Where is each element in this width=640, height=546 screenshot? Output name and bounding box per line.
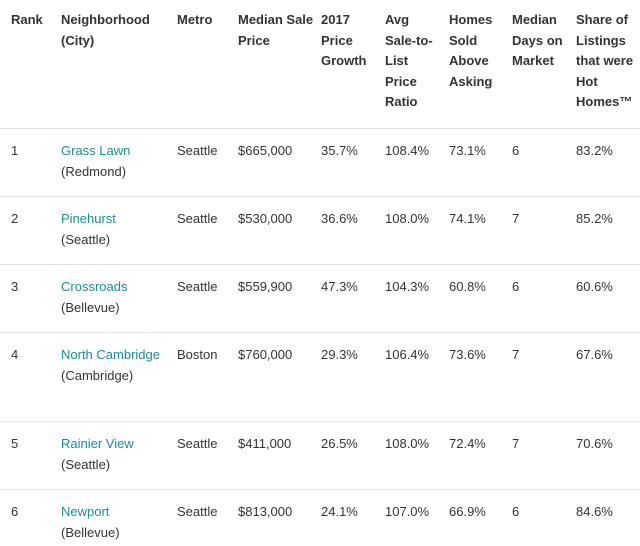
neighborhood-link[interactable]: Newport xyxy=(61,504,110,519)
header-median-days-on-market: Median Days on Market xyxy=(512,12,563,68)
table-row: 4 North Cambridge (Cambridge) Boston $76… xyxy=(0,333,640,422)
table-row: 5 Rainier View (Seattle) Seattle $411,00… xyxy=(0,422,640,490)
hot-homes-share-cell: 84.6% xyxy=(576,504,613,519)
median-price-cell: $665,000 xyxy=(238,143,293,158)
city-label: (Bellevue) xyxy=(61,524,120,540)
sale-to-list-cell: 107.0% xyxy=(385,504,430,519)
city-label: (Redmond) xyxy=(61,163,127,179)
median-price-cell: $760,000 xyxy=(238,347,293,362)
metro-cell: Seattle xyxy=(177,504,218,519)
rank-cell: 6 xyxy=(11,504,19,519)
sale-to-list-cell: 108.0% xyxy=(385,436,430,451)
neighborhood-cell: Rainier View (Seattle) xyxy=(61,434,171,475)
rank-cell: 2 xyxy=(11,211,19,226)
neighborhood-link[interactable]: Pinehurst xyxy=(61,211,116,226)
days-on-market-cell: 6 xyxy=(512,279,520,294)
table-header-row: Rank Neighborhood (City) Metro Median Sa… xyxy=(0,0,640,129)
price-growth-cell: 24.1% xyxy=(321,504,358,519)
sale-to-list-cell: 108.0% xyxy=(385,211,430,226)
median-price-cell: $559,900 xyxy=(238,279,293,294)
above-asking-cell: 73.6% xyxy=(449,347,486,362)
table-row: 6 Newport (Bellevue) Seattle $813,000 24… xyxy=(0,490,640,546)
header-median-sale-price: Median Sale Price xyxy=(238,12,314,48)
metro-cell: Seattle xyxy=(177,143,218,158)
metro-cell: Seattle xyxy=(177,436,218,451)
metro-cell: Boston xyxy=(177,347,218,362)
rank-cell: 1 xyxy=(11,143,19,158)
header-neighborhood: Neighborhood (City) xyxy=(61,12,150,48)
city-label: (Bellevue) xyxy=(61,299,120,315)
above-asking-cell: 66.9% xyxy=(449,504,486,519)
price-growth-cell: 26.5% xyxy=(321,436,358,451)
city-label: (Seattle) xyxy=(61,231,111,247)
days-on-market-cell: 6 xyxy=(512,143,520,158)
neighborhood-link[interactable]: Crossroads xyxy=(61,279,128,294)
hot-homes-share-cell: 83.2% xyxy=(576,143,613,158)
neighborhood-cell: Pinehurst (Seattle) xyxy=(61,209,171,250)
metro-cell: Seattle xyxy=(177,211,218,226)
table-row: 1 Grass Lawn (Redmond) Seattle $665,000 … xyxy=(0,129,640,197)
median-price-cell: $411,000 xyxy=(238,436,292,451)
header-price-growth: 2017 Price Growth xyxy=(321,12,367,68)
hot-homes-share-cell: 85.2% xyxy=(576,211,613,226)
neighborhood-cell: Grass Lawn (Redmond) xyxy=(61,141,171,182)
header-sale-to-list-ratio: Avg Sale-to-List Price Ratio xyxy=(385,12,433,109)
price-growth-cell: 29.3% xyxy=(321,347,358,362)
header-share-hot-homes: Share of Listings that were Hot Homes™ xyxy=(576,12,634,109)
city-label: (Cambridge) xyxy=(61,367,134,383)
above-asking-cell: 73.1% xyxy=(449,143,486,158)
days-on-market-cell: 7 xyxy=(512,436,520,451)
header-rank: Rank xyxy=(11,12,43,27)
neighborhood-cell: Crossroads (Bellevue) xyxy=(61,277,171,318)
rank-cell: 4 xyxy=(11,347,19,362)
price-growth-cell: 47.3% xyxy=(321,279,358,294)
hot-homes-share-cell: 67.6% xyxy=(576,347,613,362)
table-row: 3 Crossroads (Bellevue) Seattle $559,900… xyxy=(0,265,640,333)
table-row: 2 Pinehurst (Seattle) Seattle $530,000 3… xyxy=(0,197,640,265)
days-on-market-cell: 6 xyxy=(512,504,520,519)
neighborhood-link[interactable]: North Cambridge xyxy=(61,347,160,362)
median-price-cell: $530,000 xyxy=(238,211,293,226)
above-asking-cell: 74.1% xyxy=(449,211,486,226)
days-on-market-cell: 7 xyxy=(512,211,520,226)
header-homes-sold-above-asking: Homes Sold Above Asking xyxy=(449,12,493,89)
neighborhood-link[interactable]: Rainier View xyxy=(61,436,134,451)
price-growth-cell: 35.7% xyxy=(321,143,358,158)
above-asking-cell: 60.8% xyxy=(449,279,486,294)
metro-cell: Seattle xyxy=(177,279,218,294)
median-price-cell: $813,000 xyxy=(238,504,293,519)
rank-cell: 5 xyxy=(11,436,19,451)
neighborhood-link[interactable]: Grass Lawn xyxy=(61,143,131,158)
rank-cell: 3 xyxy=(11,279,19,294)
neighborhood-cell: North Cambridge (Cambridge) xyxy=(61,345,171,386)
sale-to-list-cell: 106.4% xyxy=(385,347,430,362)
sale-to-list-cell: 108.4% xyxy=(385,143,430,158)
above-asking-cell: 72.4% xyxy=(449,436,486,451)
neighborhood-cell: Newport (Bellevue) xyxy=(61,502,171,543)
days-on-market-cell: 7 xyxy=(512,347,520,362)
sale-to-list-cell: 104.3% xyxy=(385,279,430,294)
header-metro: Metro xyxy=(177,12,213,27)
city-label: (Seattle) xyxy=(61,456,111,472)
hot-homes-share-cell: 70.6% xyxy=(576,436,613,451)
hot-homes-share-cell: 60.6% xyxy=(576,279,613,294)
price-growth-cell: 36.6% xyxy=(321,211,358,226)
